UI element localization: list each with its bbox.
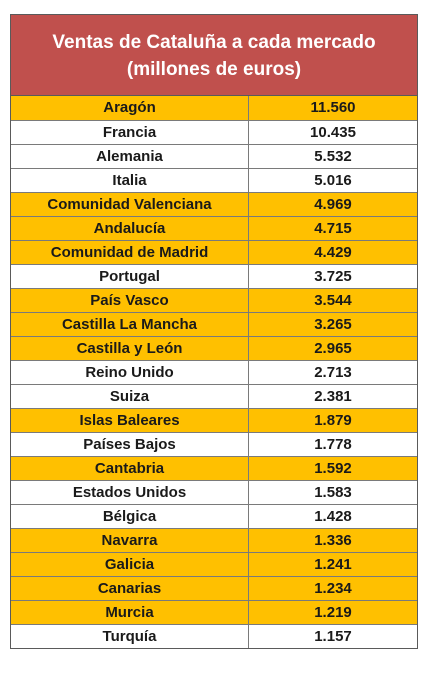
table-row: Castilla La Mancha 3.265	[11, 311, 417, 337]
market-name-cell: Alemania	[11, 143, 249, 169]
market-name-cell: Turquía	[11, 623, 249, 648]
table-row: Comunidad de Madrid 4.429	[11, 239, 417, 265]
market-name-cell: Bélgica	[11, 503, 249, 529]
table-row: Castilla y León 2.965	[11, 335, 417, 361]
sales-value-cell: 2.381	[248, 383, 417, 409]
table-row: Reino Unido 2.713	[11, 359, 417, 385]
sales-value-cell: 5.016	[248, 167, 417, 193]
table-row: Cantabria 1.592	[11, 455, 417, 481]
sales-value-cell: 1.157	[248, 623, 417, 648]
sales-value-cell: 1.592	[248, 455, 417, 481]
sales-value-cell: 4.715	[248, 215, 417, 241]
table-row: Suiza 2.381	[11, 383, 417, 409]
market-name-cell: Estados Unidos	[11, 479, 249, 505]
market-name-cell: Suiza	[11, 383, 249, 409]
market-name-cell: Reino Unido	[11, 359, 249, 385]
table-row: Alemania 5.532	[11, 143, 417, 169]
sales-value-cell: 3.725	[248, 263, 417, 289]
sales-value-cell: 1.219	[248, 599, 417, 625]
table-row: Andalucía 4.715	[11, 215, 417, 241]
table-row: Italia 5.016	[11, 167, 417, 193]
market-name-cell: Castilla y León	[11, 335, 249, 361]
market-name-cell: Aragón	[11, 96, 249, 121]
sales-value-cell: 5.532	[248, 143, 417, 169]
market-name-cell: Canarias	[11, 575, 249, 601]
market-name-cell: Murcia	[11, 599, 249, 625]
sales-value-cell: 1.234	[248, 575, 417, 601]
market-name-cell: Francia	[11, 119, 249, 145]
market-name-cell: Comunidad de Madrid	[11, 239, 249, 265]
table-row: Navarra 1.336	[11, 527, 417, 553]
table-title-line-2: (millones de euros)	[126, 59, 302, 80]
sales-value-cell: 3.544	[248, 287, 417, 313]
table-title: Ventas de Cataluña a cada mercado (millo…	[11, 15, 417, 96]
sales-value-cell: 10.435	[248, 119, 417, 145]
table-row: Galicia 1.241	[11, 551, 417, 577]
table-title-line-1: Ventas de Cataluña a cada mercado	[52, 32, 376, 53]
sales-value-cell: 2.965	[248, 335, 417, 361]
table-row: Bélgica 1.428	[11, 503, 417, 529]
market-name-cell: Galicia	[11, 551, 249, 577]
table-row: Estados Unidos 1.583	[11, 479, 417, 505]
market-name-cell: Países Bajos	[11, 431, 249, 457]
table-row: País Vasco 3.544	[11, 287, 417, 313]
market-name-cell: Italia	[11, 167, 249, 193]
sales-value-cell: 1.241	[248, 551, 417, 577]
sales-value-cell: 4.969	[248, 191, 417, 217]
market-name-cell: Cantabria	[11, 455, 249, 481]
table-row: Comunidad Valenciana 4.969	[11, 191, 417, 217]
table-row: Aragón 11.560	[11, 96, 417, 121]
market-name-cell: Andalucía	[11, 215, 249, 241]
sales-value-cell: 1.428	[248, 503, 417, 529]
sales-value-cell: 1.778	[248, 431, 417, 457]
table-row: Francia 10.435	[11, 119, 417, 145]
table-row: Canarias 1.234	[11, 575, 417, 601]
sales-value-cell: 11.560	[248, 96, 417, 121]
sales-value-cell: 4.429	[248, 239, 417, 265]
market-name-cell: Islas Baleares	[11, 407, 249, 433]
table-row: Portugal 3.725	[11, 263, 417, 289]
market-name-cell: Comunidad Valenciana	[11, 191, 249, 217]
sales-table-container: Ventas de Cataluña a cada mercado (millo…	[10, 14, 418, 649]
table-row: Turquía 1.157	[11, 623, 417, 648]
table-row: Países Bajos 1.778	[11, 431, 417, 457]
sales-value-cell: 1.583	[248, 479, 417, 505]
sales-value-cell: 1.879	[248, 407, 417, 433]
table-row: Islas Baleares 1.879	[11, 407, 417, 433]
market-name-cell: Portugal	[11, 263, 249, 289]
market-name-cell: País Vasco	[11, 287, 249, 313]
market-name-cell: Castilla La Mancha	[11, 311, 249, 337]
table-row: Murcia 1.219	[11, 599, 417, 625]
sales-table-body: Aragón 11.560 Francia 10.435 Alemania 5.532 It…	[11, 96, 417, 648]
sales-table: Aragón 11.560 Francia 10.435 Alemania 5.532 It…	[11, 96, 417, 648]
sales-value-cell: 2.713	[248, 359, 417, 385]
sales-value-cell: 1.336	[248, 527, 417, 553]
sales-value-cell: 3.265	[248, 311, 417, 337]
market-name-cell: Navarra	[11, 527, 249, 553]
